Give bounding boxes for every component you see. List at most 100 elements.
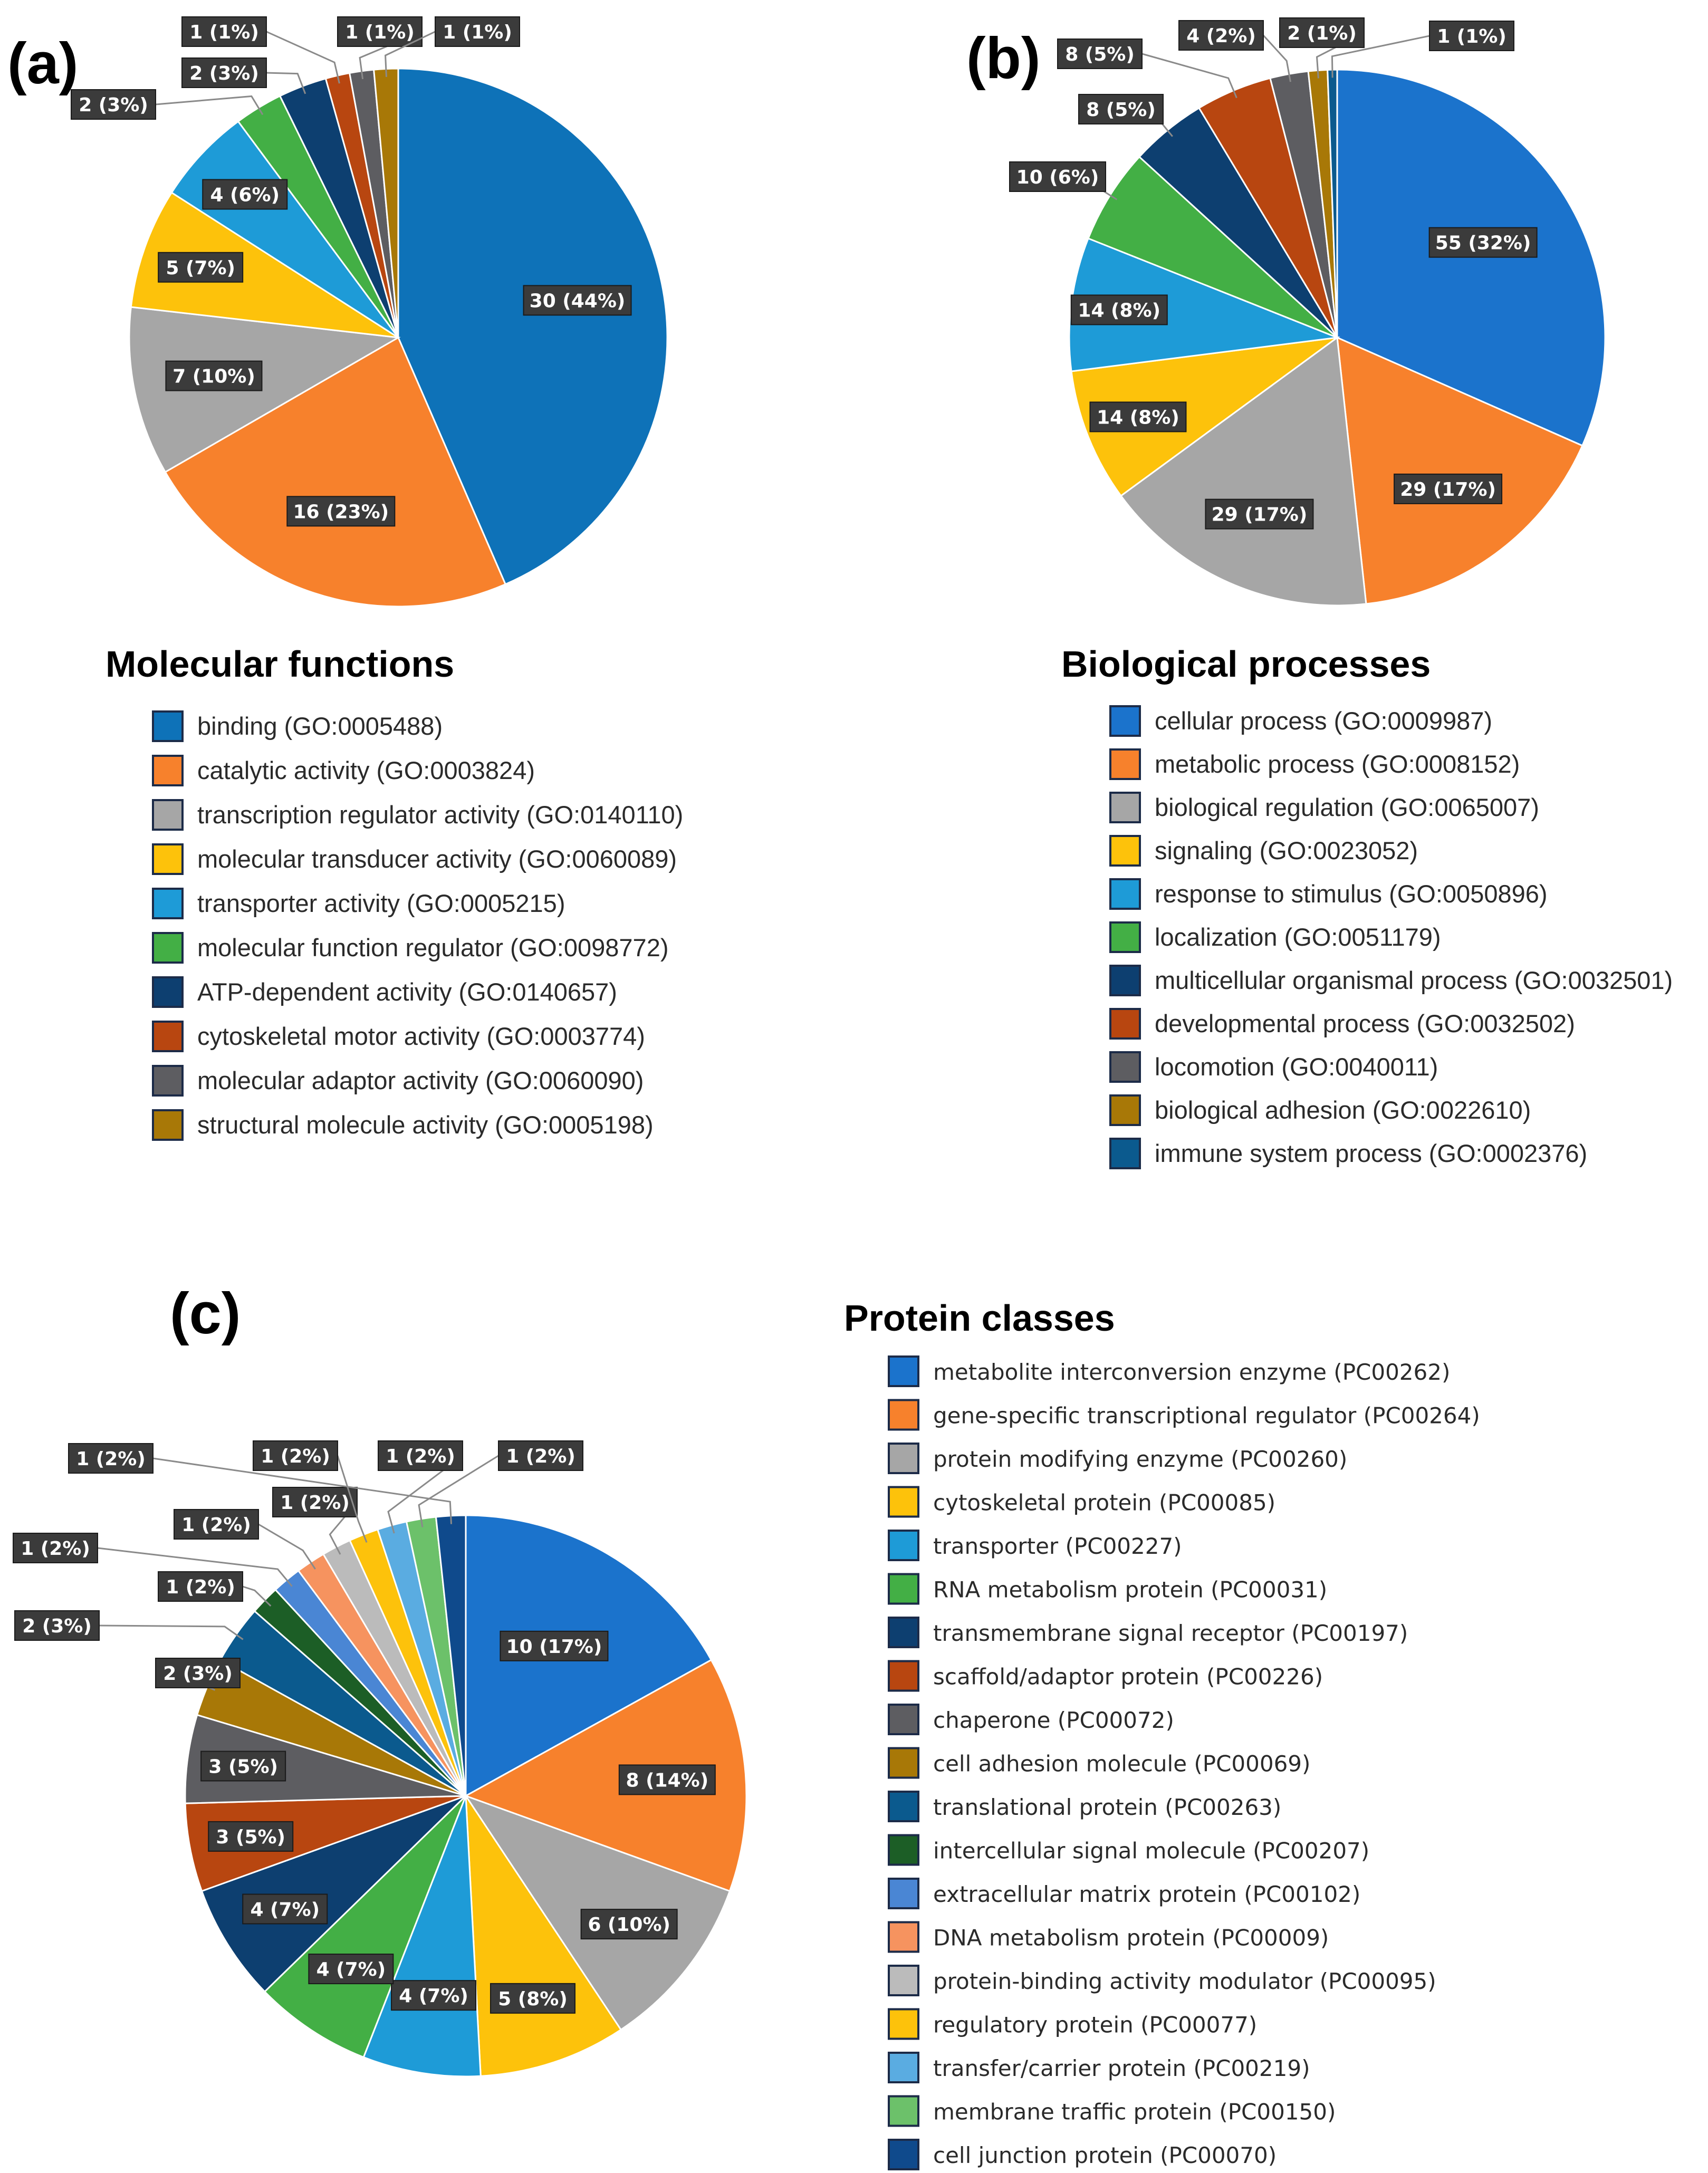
legend-swatch bbox=[888, 1747, 919, 1779]
legend-label: DNA metabolism protein (PC00009) bbox=[933, 1925, 1329, 1951]
data-label-text: 14 (8%) bbox=[1078, 300, 1160, 321]
legend-item-molecular-transducer-activity: molecular transducer activity (GO:006008… bbox=[152, 843, 677, 875]
legend-swatch bbox=[888, 1530, 919, 1561]
legend-item-extracellular-matrix-protein: extracellular matrix protein (PC00102) bbox=[888, 1878, 1360, 1909]
pie-b-slices bbox=[1068, 69, 1606, 607]
data-label-text: 30 (44%) bbox=[530, 290, 626, 312]
data-label-text: 1 (2%) bbox=[280, 1492, 350, 1514]
legend-label: metabolic process (GO:0008152) bbox=[1155, 750, 1520, 778]
leader-line bbox=[266, 72, 306, 94]
data-label-box bbox=[391, 1980, 477, 2011]
data-label-text: 1 (2%) bbox=[76, 1448, 146, 1470]
data-label: 1 (1%) bbox=[385, 16, 520, 77]
leader-line bbox=[1141, 53, 1237, 99]
legend-swatch bbox=[888, 1355, 919, 1387]
legend-swatch bbox=[1109, 921, 1141, 953]
legend-swatch bbox=[888, 2008, 919, 2040]
panel-c: (c) 10 (17%) 8 (14%) 6 (10%) 5 (8%) 4 (7%) 4 … bbox=[13, 1281, 1480, 2170]
data-label: 10 (17%) bbox=[500, 1630, 609, 1661]
data-label: 10 (6%) bbox=[1009, 161, 1118, 200]
data-label-box bbox=[1078, 94, 1164, 124]
legend-b-title: Biological processes bbox=[1061, 643, 1431, 685]
legend-item-structural-molecule-activity: structural molecule activity (GO:0005198… bbox=[152, 1109, 654, 1141]
legend-item-molecular-function-regulator: molecular function regulator (GO:0098772… bbox=[152, 932, 668, 964]
legend-label: metabolite interconversion enzyme (PC002… bbox=[933, 1359, 1450, 1385]
legend-swatch bbox=[152, 976, 184, 1008]
legend-label: transporter (PC00227) bbox=[933, 1533, 1182, 1559]
legend-item-catalytic-activity: catalytic activity (GO:0003824) bbox=[152, 755, 535, 786]
legend-item-translational-protein: translational protein (PC00263) bbox=[888, 1791, 1281, 1822]
legend-swatch bbox=[1109, 1008, 1141, 1040]
data-label: 4 (6%) bbox=[202, 179, 288, 210]
pie-a-data-labels: 30 (44%) 16 (23%) 7 (10%) 5 (7%) 4 (6%) 2 (3%… bbox=[71, 16, 632, 527]
pie-c-data-labels: 10 (17%) 8 (14%) 6 (10%) 5 (8%) 4 (7%) 4 (7%)… bbox=[13, 1440, 716, 2014]
data-label-text: 1 (2%) bbox=[166, 1576, 235, 1598]
leader-line bbox=[266, 31, 340, 84]
data-label-text: 4 (6%) bbox=[210, 184, 280, 206]
legend-label: intercellular signal molecule (PC00207) bbox=[933, 1838, 1369, 1864]
panel-a: (a) 30 (44%) 16 (23%) 7 (10%) 5 (7%) 4 (6%) 2… bbox=[7, 16, 683, 1141]
legend-item-transporter: transporter (PC00227) bbox=[888, 1530, 1182, 1561]
data-label-text: 6 (10%) bbox=[588, 1914, 670, 1936]
data-label: 5 (7%) bbox=[158, 252, 244, 283]
data-label: 29 (17%) bbox=[1205, 498, 1314, 530]
legend-item-intercellular-signal-molecule: intercellular signal molecule (PC00207) bbox=[888, 1834, 1369, 1866]
legend-label: translational protein (PC00263) bbox=[933, 1794, 1281, 1820]
legend-swatch bbox=[888, 1965, 919, 1996]
data-label: 5 (8%) bbox=[490, 1983, 575, 2014]
legend-swatch bbox=[152, 888, 184, 919]
legend-item-membrane-traffic-protein: membrane traffic protein (PC00150) bbox=[888, 2095, 1336, 2127]
legend-label: cell junction protein (PC00070) bbox=[933, 2142, 1277, 2168]
data-label-box bbox=[580, 1909, 678, 1940]
legend-swatch bbox=[888, 1660, 919, 1692]
data-label: 1 (2%) bbox=[174, 1509, 316, 1570]
legend-swatch bbox=[888, 1486, 919, 1518]
data-label-text: 1 (1%) bbox=[189, 22, 259, 43]
legend-label: catalytic activity (GO:0003824) bbox=[197, 756, 535, 784]
legend-item-biological-regulation: biological regulation (GO:0065007) bbox=[1109, 792, 1539, 823]
data-label-box bbox=[158, 252, 244, 283]
legend-label: biological regulation (GO:0065007) bbox=[1155, 793, 1539, 821]
pie-slice-transmembrane-signal-receptor bbox=[200, 1795, 467, 1993]
data-label-box bbox=[286, 496, 396, 527]
pie-slice-metabolic-process bbox=[1336, 336, 1584, 605]
data-label-text: 10 (17%) bbox=[506, 1636, 602, 1658]
legend-item-transporter-activity: transporter activity (GO:0005215) bbox=[152, 888, 565, 919]
data-label: 1 (2%) bbox=[13, 1533, 293, 1587]
data-label: 8 (5%) bbox=[1078, 94, 1173, 137]
legend-label: gene-specific transcriptional regulator … bbox=[933, 1403, 1480, 1429]
data-label-text: 7 (10%) bbox=[172, 366, 255, 388]
leader-line bbox=[418, 1455, 499, 1527]
legend-swatch bbox=[888, 1399, 919, 1431]
legend-label: protein-binding activity modulator (PC00… bbox=[933, 1968, 1436, 1994]
data-label: 29 (17%) bbox=[1394, 473, 1503, 504]
data-label-box bbox=[378, 1440, 463, 1471]
data-label-box bbox=[490, 1983, 575, 2014]
leader-line bbox=[99, 1624, 244, 1640]
data-label: 2 (3%) bbox=[14, 1610, 244, 1641]
legend-item-protein-modifying-enzyme: protein modifying enzyme (PC00260) bbox=[888, 1443, 1347, 1474]
data-label: 16 (23%) bbox=[286, 496, 396, 527]
data-label: 4 (2%) bbox=[1178, 20, 1291, 82]
leader-line bbox=[337, 1455, 368, 1543]
legend-item-developmental-process: developmental process (GO:0032502) bbox=[1109, 1008, 1575, 1040]
legend-item-locomotion: locomotion (GO:0040011) bbox=[1109, 1051, 1438, 1083]
legend-swatch bbox=[888, 1573, 919, 1605]
legend-b: cellular process (GO:0009987) metabolic p… bbox=[1109, 705, 1673, 1169]
data-label-text: 4 (7%) bbox=[316, 1959, 386, 1980]
legend-item-molecular-adaptor-activity: molecular adaptor activity (GO:0060090) bbox=[152, 1065, 644, 1097]
data-label-box bbox=[308, 1954, 394, 1985]
data-label-box bbox=[1070, 294, 1168, 325]
data-label-text: 2 (3%) bbox=[79, 94, 148, 116]
data-label: 1 (2%) bbox=[418, 1440, 583, 1527]
legend-swatch bbox=[888, 1921, 919, 1953]
data-label-box bbox=[435, 16, 520, 47]
data-label: 1 (2%) bbox=[272, 1487, 358, 1555]
panel-c-letter: (c) bbox=[170, 1281, 241, 1346]
data-label-text: 4 (7%) bbox=[399, 1985, 468, 2007]
data-label-box bbox=[523, 285, 632, 316]
legend-label: transmembrane signal receptor (PC00197) bbox=[933, 1620, 1408, 1646]
data-label-text: 1 (1%) bbox=[1437, 26, 1507, 47]
legend-swatch bbox=[152, 843, 184, 875]
